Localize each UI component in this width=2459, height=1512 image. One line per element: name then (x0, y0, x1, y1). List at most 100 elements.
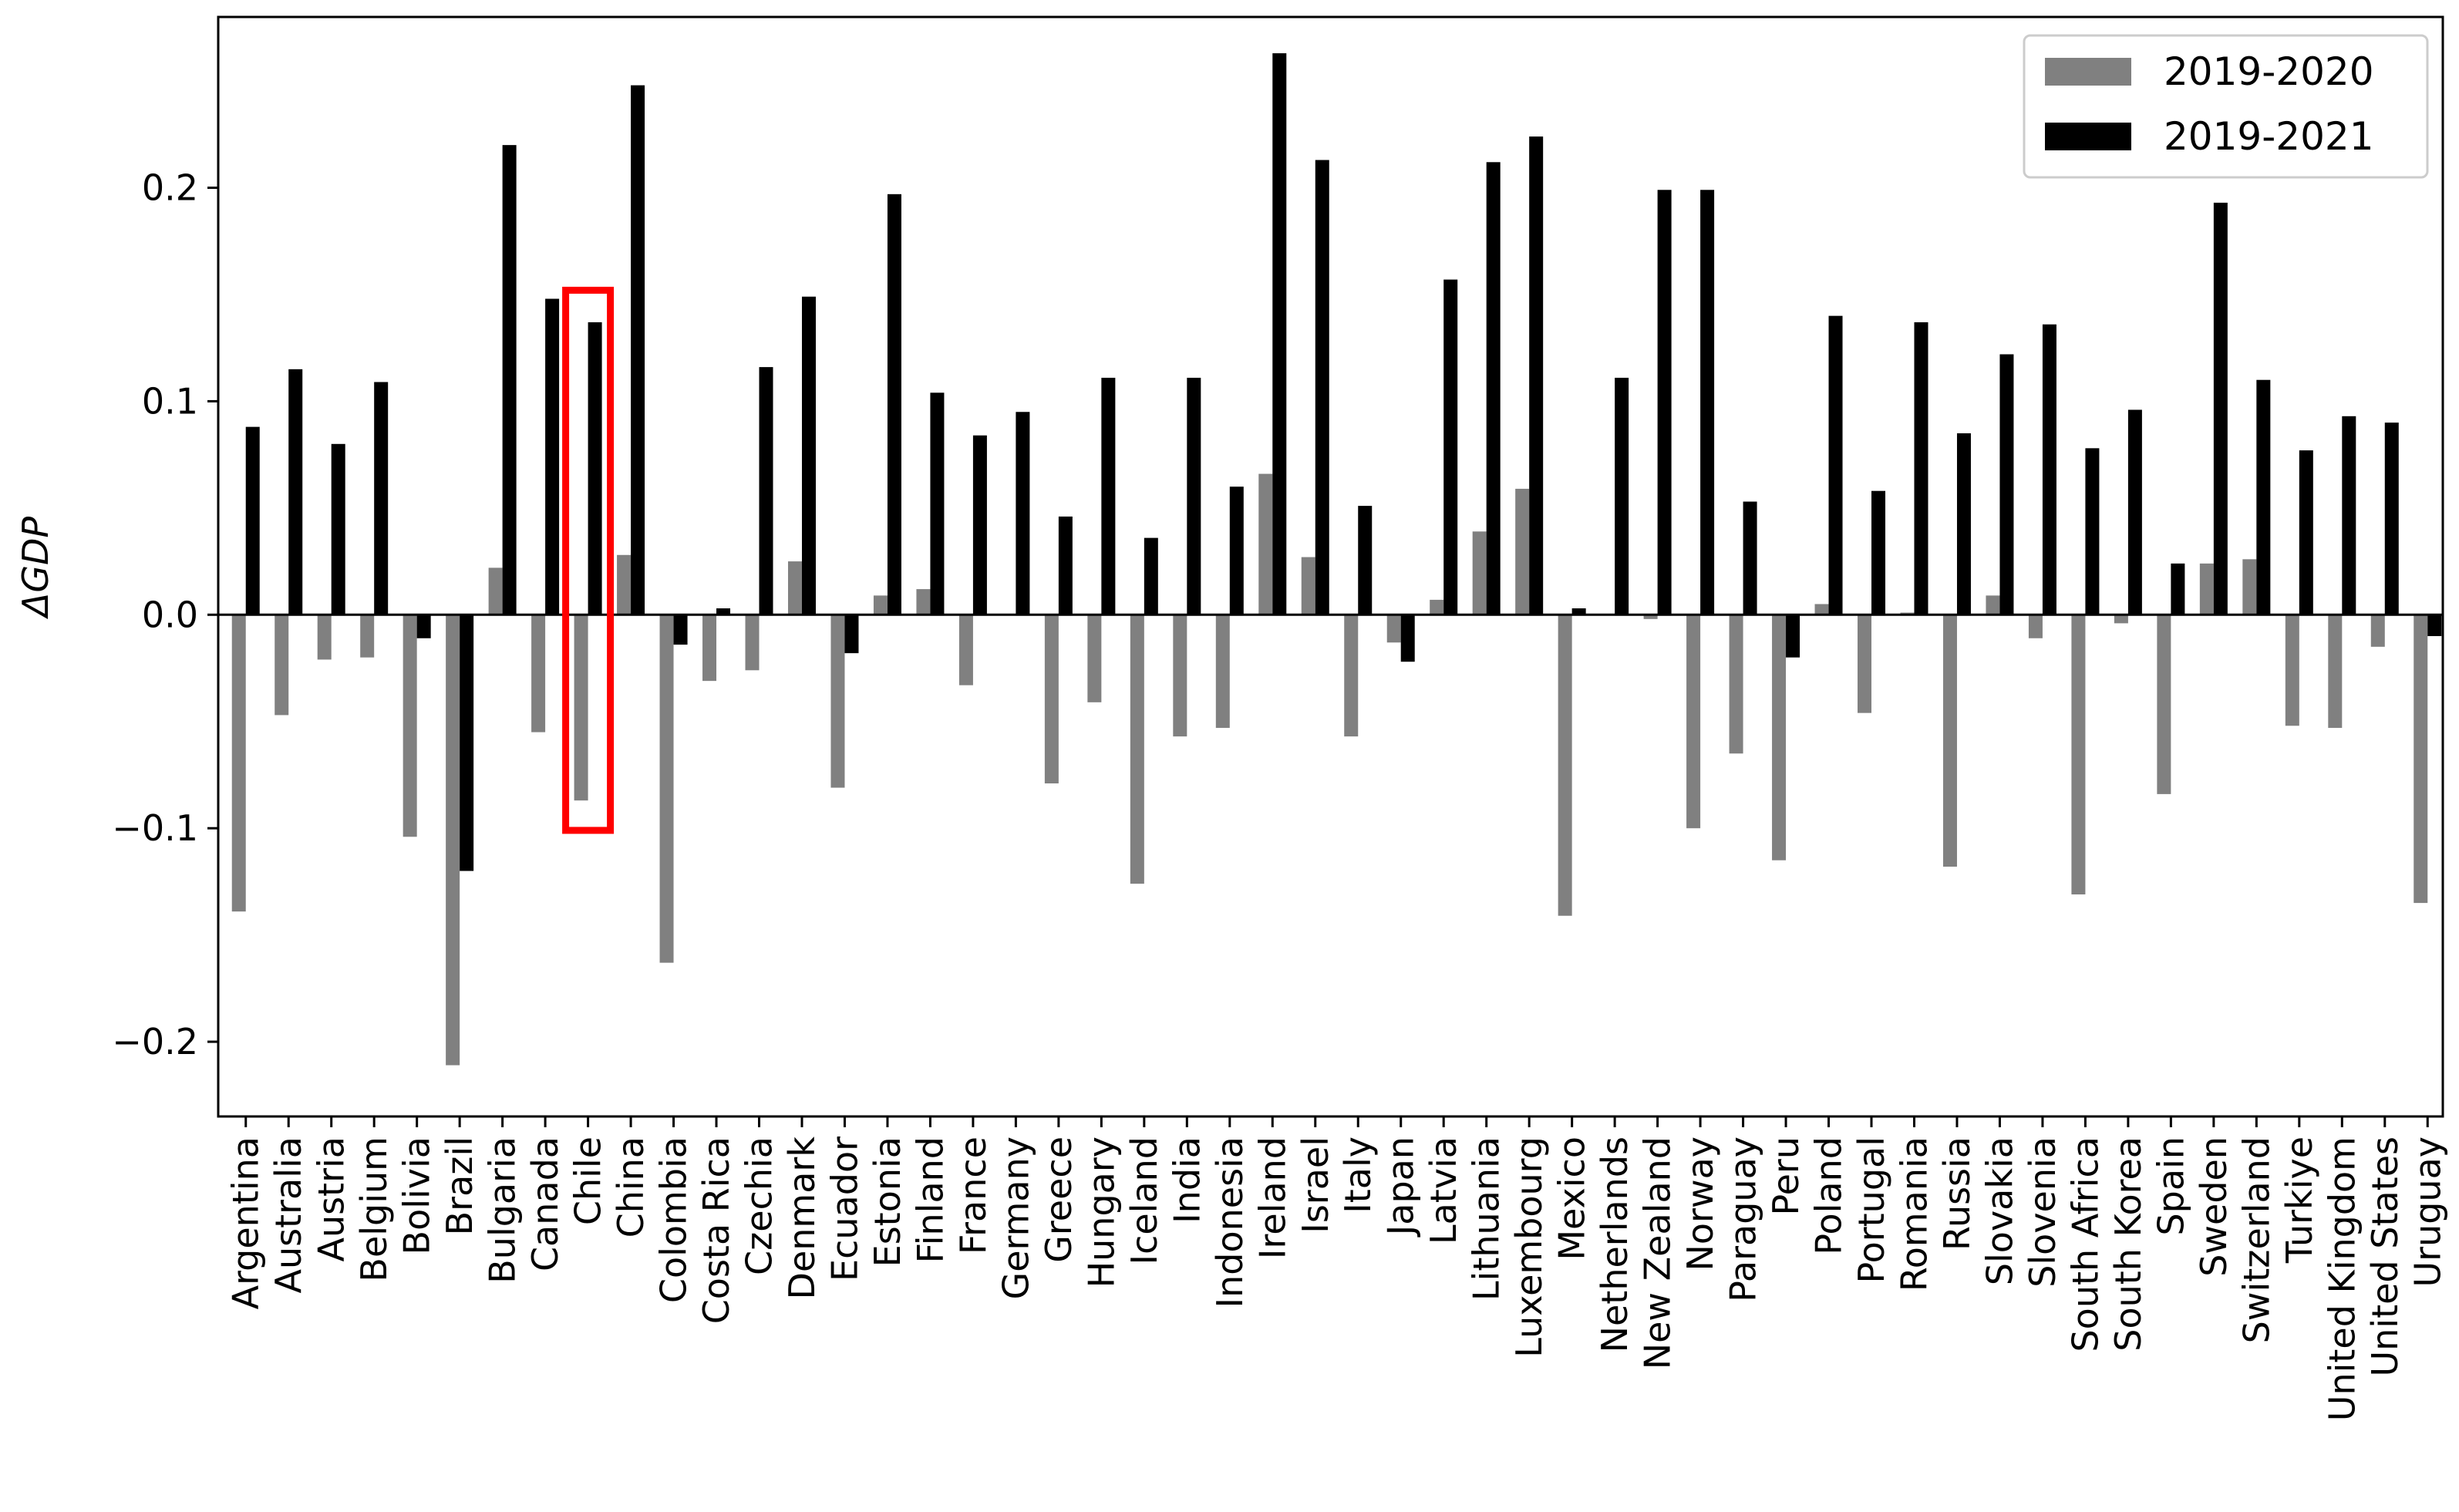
x-tick-label-luxembourg: Luxembourg (1508, 1137, 1550, 1358)
bar-brazil-2019-2020 (446, 615, 460, 1066)
bar-hungary-2019-2020 (1087, 615, 1102, 702)
y-axis: −0.2 −0.1 0.0 0.1 0.2 (112, 167, 218, 1062)
bar-hungary-2019-2021 (1101, 377, 1116, 615)
bar-chile-2019-2020 (574, 615, 588, 801)
x-tick-label-indonesia: Indonesia (1209, 1137, 1251, 1308)
bar-united-states-2019-2021 (2384, 423, 2399, 615)
bar-greece-2019-2021 (1058, 516, 1073, 615)
x-axis: Argentina Australia Austria Belgium Bolivia B… (225, 1116, 2448, 1421)
bar-sweden-2019-2021 (2213, 202, 2228, 615)
plot-frame (217, 15, 2444, 1118)
x-tick-label-argentina: Argentina (225, 1137, 267, 1309)
x-tick-label-colombia: Colombia (653, 1137, 695, 1303)
bar-greece-2019-2020 (1044, 615, 1059, 784)
annotations-layer (562, 286, 615, 834)
y-tick-label: 0.0 (142, 594, 198, 635)
bar-czechia-2019-2020 (745, 615, 760, 671)
x-tick-label-united-kingdom: United Kingdom (2321, 1137, 2363, 1421)
bar-luxembourg-2019-2021 (1529, 136, 1544, 615)
bar-slovakia-2019-2021 (1999, 354, 2014, 615)
x-tick-label-israel: Israel (1295, 1137, 1336, 1234)
bar-china-2019-2021 (631, 85, 645, 615)
y-tick-label: −0.1 (112, 807, 198, 849)
x-tick-label-japan: Japan (1380, 1137, 1422, 1238)
bar-poland-2019-2021 (1828, 315, 1843, 615)
x-tick-label-portugal: Portugal (1851, 1137, 1892, 1284)
bar-germany-2019-2021 (1016, 412, 1030, 615)
bar-indonesia-2019-2021 (1229, 487, 1244, 615)
bar-south-africa-2019-2020 (2071, 615, 2086, 895)
y-tick-label: 0.1 (142, 380, 198, 422)
bar-canada-2019-2020 (531, 615, 546, 732)
bar-australia-2019-2020 (275, 615, 289, 716)
x-tick-label-ireland: Ireland (1251, 1137, 1293, 1259)
x-tick-label-south-africa: South Africa (2064, 1137, 2106, 1352)
bar-iceland-2019-2021 (1144, 537, 1158, 615)
bar-austria-2019-2021 (331, 443, 345, 615)
x-tick-label-canada: Canada (524, 1137, 566, 1271)
bar-brazil-2019-2021 (460, 615, 474, 871)
x-tick-label-australia: Australia (268, 1137, 309, 1293)
legend: 2019-2020 2019-2021 (2023, 34, 2429, 179)
bar-ireland-2019-2020 (1258, 473, 1273, 615)
bar-slovakia-2019-2020 (1986, 595, 2000, 615)
x-tick-label-czechia: Czechia (739, 1137, 780, 1275)
x-tick-label-paraguay: Paraguay (1723, 1137, 1764, 1302)
bar-france-2019-2020 (958, 615, 973, 685)
bar-netherlands-2019-2021 (1615, 377, 1629, 615)
x-tick-label-mexico: Mexico (1551, 1137, 1593, 1261)
bar-south-korea-2019-2020 (2114, 615, 2128, 624)
bar-lithuania-2019-2020 (1472, 531, 1487, 615)
bar-uruguay-2019-2021 (2427, 615, 2442, 636)
x-tick-label-latvia: Latvia (1423, 1137, 1464, 1244)
bar-peru-2019-2021 (1786, 615, 1800, 658)
bar-lithuania-2019-2021 (1486, 162, 1501, 615)
x-tick-label-austria: Austria (311, 1137, 352, 1262)
x-tick-label-turkiye: Turkiye (2279, 1137, 2320, 1264)
bar-slovenia-2019-2021 (2042, 324, 2056, 615)
bar-argentina-2019-2020 (231, 615, 246, 912)
x-tick-label-iceland: Iceland (1123, 1137, 1165, 1264)
x-tick-label-greece: Greece (1038, 1137, 1080, 1263)
x-tick-label-ecuador: Ecuador (824, 1137, 865, 1281)
x-tick-label-romania: Romania (1893, 1137, 1935, 1291)
bar-australia-2019-2021 (288, 369, 303, 615)
bar-poland-2019-2020 (1814, 604, 1829, 615)
bar-japan-2019-2020 (1386, 615, 1401, 643)
bar-sweden-2019-2020 (2199, 563, 2214, 615)
bar-mexico-2019-2021 (1571, 608, 1586, 615)
bar-turkiye-2019-2021 (2299, 450, 2313, 615)
bar-costa-rica-2019-2021 (716, 608, 731, 615)
bar-belgium-2019-2020 (360, 615, 375, 658)
bar-bulgaria-2019-2020 (488, 567, 503, 615)
bar-norway-2019-2021 (1700, 190, 1715, 615)
x-tick-label-russia: Russia (1936, 1137, 1978, 1251)
bar-bulgaria-2019-2021 (502, 145, 517, 615)
bar-colombia-2019-2021 (673, 615, 688, 645)
bar-argentina-2019-2021 (245, 426, 260, 615)
bar-latvia-2019-2020 (1430, 599, 1444, 615)
x-tick-label-brazil: Brazil (439, 1137, 480, 1235)
x-tick-label-hungary: Hungary (1080, 1137, 1122, 1288)
x-tick-label-south-korea: South Korea (2107, 1137, 2149, 1352)
bar-bolivia-2019-2020 (403, 615, 417, 837)
x-tick-label-france: France (952, 1137, 994, 1254)
bar-portugal-2019-2020 (1858, 615, 1872, 713)
bar-czechia-2019-2021 (759, 367, 773, 615)
highlight-box-chile (562, 286, 615, 834)
bar-paraguay-2019-2021 (1743, 501, 1757, 615)
bar-slovenia-2019-2020 (2028, 615, 2043, 638)
bar-italy-2019-2020 (1344, 615, 1359, 737)
y-tick-label: 0.2 (142, 167, 198, 209)
legend-label-2019-2020: 2019-2020 (2164, 49, 2374, 94)
bar-spain-2019-2020 (2157, 615, 2171, 794)
x-tick-label-slovenia: Slovenia (2022, 1137, 2063, 1288)
x-tick-label-germany: Germany (995, 1137, 1036, 1299)
bar-paraguay-2019-2020 (1729, 615, 1743, 754)
x-tick-label-italy: Italy (1337, 1137, 1379, 1214)
legend-swatch-2019-2020 (2045, 58, 2131, 86)
bar-luxembourg-2019-2020 (1515, 488, 1530, 615)
bar-spain-2019-2021 (2171, 563, 2185, 615)
bar-ecuador-2019-2021 (844, 615, 859, 654)
